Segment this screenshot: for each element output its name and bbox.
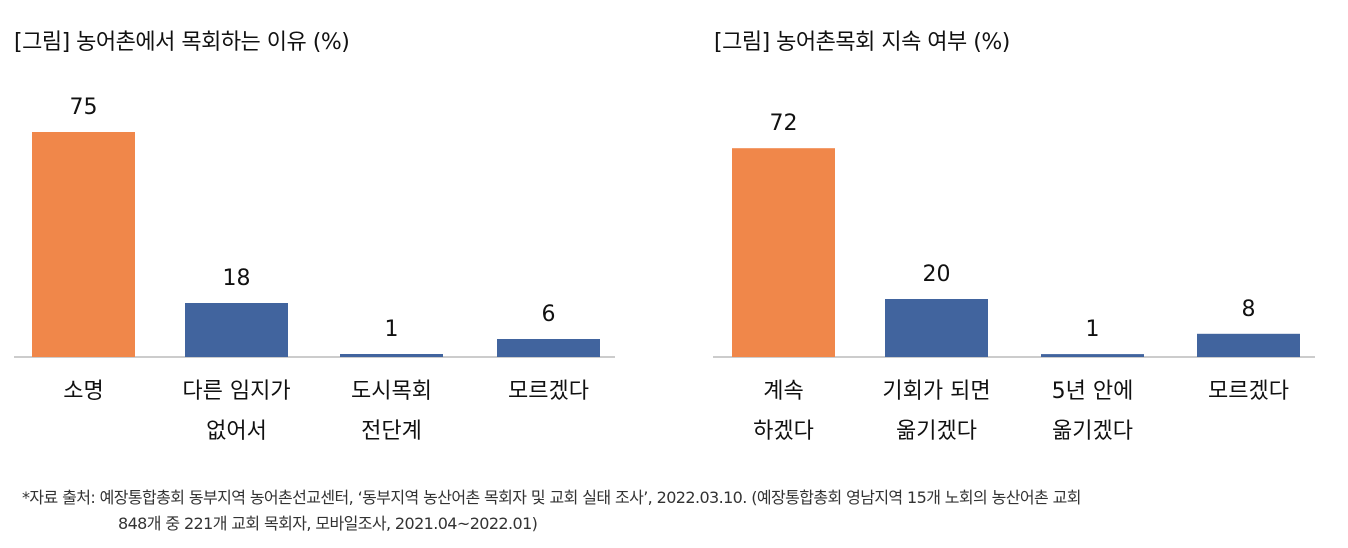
chart-2-category-label-3: 옮기겠다 xyxy=(1052,419,1133,444)
chart-2-category-label-4: 모르겠다 xyxy=(1208,379,1289,404)
chart-2-data-label-2: 20 xyxy=(923,262,951,287)
chart-2-data-label-3: 1 xyxy=(1086,317,1100,342)
chart-1-category-label-2: 다른 임지가 xyxy=(182,379,290,404)
chart-1-bar-1 xyxy=(32,132,135,357)
chart-1-bar-4 xyxy=(497,339,600,357)
chart-1-data-label-2: 18 xyxy=(223,266,251,291)
chart-1-category-label-3: 전단계 xyxy=(361,419,422,444)
chart-1-bar-3 xyxy=(340,354,443,357)
chart-2-title: [그림] 농어촌목회 지속 여부 (%) xyxy=(714,30,1010,55)
chart-2-bar-2 xyxy=(885,299,988,357)
chart-2-category-label-2: 옮기겠다 xyxy=(896,419,977,444)
chart-2-data-label-1: 72 xyxy=(770,111,798,136)
footnote-line-2: 848개 중 221개 교회 목회자, 모바일조사, 2021.04~2022.… xyxy=(118,514,538,533)
chart-2-category-label-1: 계속 xyxy=(763,379,803,404)
chart-2-bar-3 xyxy=(1041,354,1144,357)
chart-2-category-label-3: 5년 안에 xyxy=(1052,379,1134,404)
chart-1-category-label-3: 도시목회 xyxy=(351,379,432,404)
footnote-line-1: *자료 출처: 예장통합총회 동부지역 농어촌선교센터, ‘동부지역 농산어촌 … xyxy=(22,488,1081,507)
chart-2-bar-1 xyxy=(732,148,835,357)
chart-1-category-label-2: 없어서 xyxy=(206,419,267,444)
chart-1-category-label-4: 모르겠다 xyxy=(508,379,589,404)
chart-2-data-label-4: 8 xyxy=(1242,297,1256,322)
chart-1-title: [그림] 농어촌에서 목회하는 이유 (%) xyxy=(14,30,350,55)
chart-1-category-label-1: 소명 xyxy=(63,379,103,404)
chart-2-bar-4 xyxy=(1197,333,1300,357)
chart-1-bar-2 xyxy=(185,303,288,357)
chart-2-category-label-2: 기회가 되면 xyxy=(882,379,990,404)
chart-1-data-label-3: 1 xyxy=(385,317,399,342)
chart-2-category-label-1: 하겠다 xyxy=(753,419,814,444)
chart-1-data-label-1: 75 xyxy=(70,95,98,120)
chart-1-data-label-4: 6 xyxy=(542,302,556,327)
